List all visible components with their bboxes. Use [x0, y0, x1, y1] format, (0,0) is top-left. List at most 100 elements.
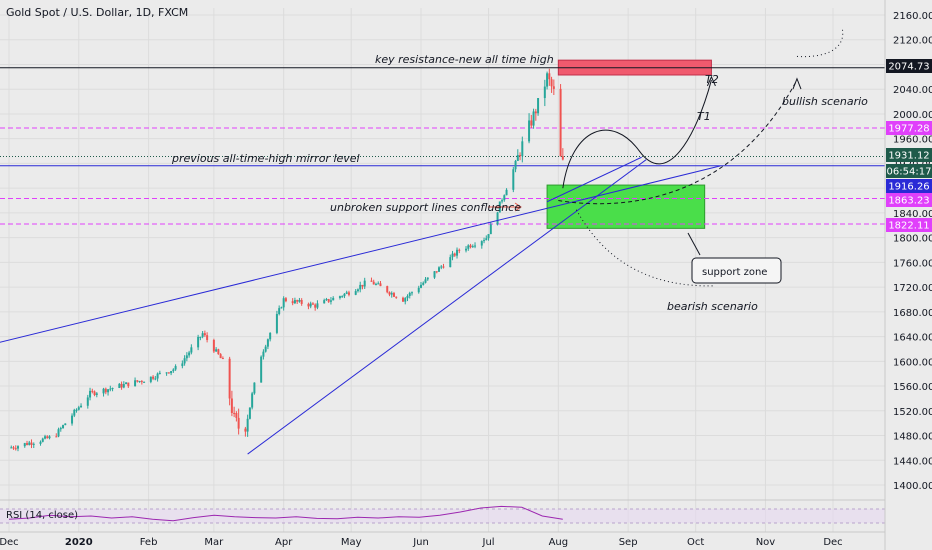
candle [474, 242, 477, 249]
candles-layer[interactable] [10, 68, 564, 452]
candle [453, 252, 456, 257]
levels-layer [0, 67, 885, 225]
candle-body [426, 277, 429, 280]
candle-body [370, 280, 373, 282]
candle-body [203, 333, 206, 336]
grid-layer [0, 8, 885, 532]
candle [329, 297, 332, 305]
candle-body [325, 299, 328, 301]
candle-body [217, 349, 220, 355]
candle-body [269, 332, 272, 340]
candle [140, 380, 143, 385]
candle-body [12, 447, 15, 449]
candle [30, 439, 33, 449]
support-callout-box [691, 257, 782, 284]
candle [122, 381, 125, 389]
candle-body [474, 245, 477, 247]
candle [275, 310, 278, 335]
candle-body [316, 303, 319, 308]
price-tick: 1520.00 [893, 407, 932, 418]
rsi-label: RSI (14, close) [6, 510, 78, 521]
candle-body [361, 284, 364, 287]
candle-body [57, 429, 60, 437]
candle-body [172, 369, 175, 372]
candle-body [519, 154, 522, 157]
candle [158, 370, 161, 375]
candle-body [438, 267, 441, 272]
candle [388, 291, 391, 297]
candle [228, 356, 231, 406]
candle-body [467, 245, 470, 249]
candle-body [424, 279, 427, 283]
candle [233, 406, 236, 418]
candle-body [75, 409, 78, 411]
candle-body [487, 234, 490, 239]
candle [552, 79, 555, 95]
candle-body [111, 387, 114, 389]
candle [86, 394, 89, 409]
candle [266, 338, 269, 350]
candle [221, 356, 224, 360]
candle [17, 445, 20, 452]
candle [75, 408, 78, 413]
candle [215, 347, 218, 352]
candle-body [221, 358, 224, 360]
candle-body [483, 240, 486, 242]
annotation-support-zone: support zone [702, 267, 767, 278]
candle [32, 442, 35, 449]
candle [165, 372, 168, 376]
support-zone [546, 184, 706, 229]
candle-body [521, 141, 524, 157]
candle [467, 244, 470, 251]
candle-body [298, 299, 301, 302]
candle-body [41, 438, 44, 442]
candle [503, 194, 506, 202]
candle [185, 352, 188, 362]
candle [246, 414, 249, 437]
candle [183, 355, 186, 366]
candle-body [356, 289, 359, 292]
candle [237, 408, 240, 435]
candle-body [64, 423, 67, 426]
candle-body [48, 436, 51, 439]
candle-body [190, 347, 193, 353]
price-tick: 2120.00 [893, 36, 932, 47]
candle-body [341, 296, 344, 298]
candle-body [122, 384, 125, 388]
time-axis: Dec 2020 Feb Mar Apr May Jun Jul Aug Sep Oct Nov Dec [0, 531, 885, 548]
candle [71, 413, 74, 426]
annotation-resistance: key resistance-new all time high [375, 53, 554, 66]
trendline-lower [247, 159, 647, 455]
candle [456, 247, 459, 259]
candle-body [496, 212, 499, 225]
candle-body [109, 388, 112, 390]
candle [291, 298, 294, 306]
candle-body [516, 154, 519, 161]
candle [341, 295, 344, 298]
candle [489, 222, 492, 235]
candle-body [262, 351, 265, 357]
candle [543, 79, 546, 107]
annotation-bearish-scenario: bearish scenario [667, 300, 758, 313]
trendline-upper [0, 165, 721, 343]
candle-body [23, 443, 26, 447]
candle [260, 355, 263, 383]
candle-body [91, 390, 94, 392]
price-badge-label: 1863.23 [888, 196, 929, 207]
candle-body [127, 382, 130, 387]
candle [199, 336, 202, 341]
candle-body [501, 200, 504, 202]
candle [280, 306, 283, 309]
candle-body [307, 303, 310, 307]
price-tick: 1640.00 [893, 333, 932, 344]
price-badge [886, 59, 932, 73]
candle-body [552, 86, 555, 89]
candle-body [453, 253, 456, 256]
price-tick: 1760.00 [893, 258, 932, 269]
candle [343, 293, 346, 299]
candle-body [233, 412, 236, 414]
candle [190, 344, 193, 355]
chart-title: Gold Spot / U.S. Dollar, 1D, FXCM [6, 6, 188, 19]
candle [73, 408, 76, 418]
candle-body [338, 296, 341, 298]
